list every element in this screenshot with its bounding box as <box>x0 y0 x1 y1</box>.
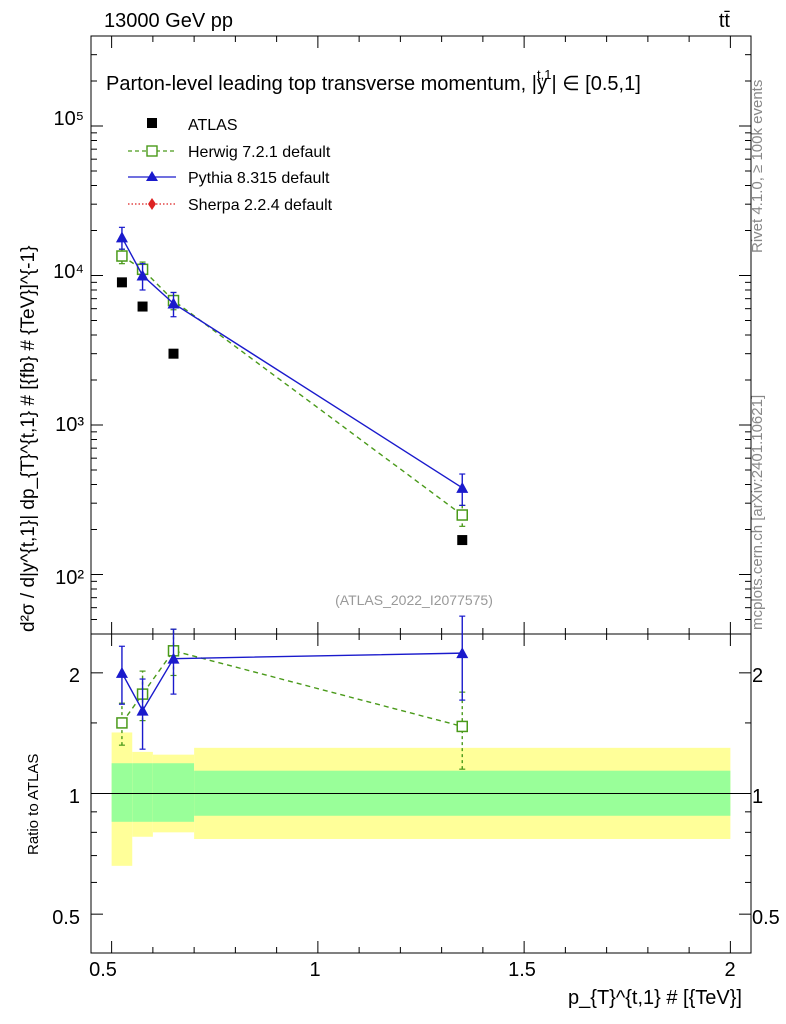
x-tick-label-1: 1 <box>309 959 320 981</box>
legend-sherpa-label: Sherpa 2.2.4 default <box>188 197 333 214</box>
ratio-y-tick-labels-left: 0.5 1 2 <box>52 665 80 929</box>
ratio-band-inner <box>152 763 195 822</box>
legend-entry-herwig: Herwig 7.2.1 default <box>128 144 331 161</box>
y-tick-label-10000: 10⁴ <box>53 261 84 283</box>
ratio-y-tick-label-right-2: 2 <box>752 665 763 687</box>
x-tick-labels: 0.5 1 1.5 2 <box>89 959 735 981</box>
x-axis-title: p_{T}^{t,1} # [{TeV}] <box>568 987 742 1009</box>
y-tick-label-100: 10² <box>55 567 84 589</box>
ratio-y-tick-label-right-0.5: 0.5 <box>752 907 780 929</box>
pythia-ratio-line <box>121 652 463 713</box>
legend-herwig-marker <box>146 145 158 157</box>
legend-entry-pythia: Pythia 8.315 default <box>128 170 330 187</box>
herwig-point <box>116 250 128 262</box>
legend: ATLAS Herwig 7.2.1 default Pythia 8.315 … <box>128 117 333 214</box>
legend-atlas-label: ATLAS <box>188 117 238 134</box>
pythia-point <box>136 269 149 281</box>
plot-title-tail: | ∈ [0.5,1] <box>551 73 640 95</box>
y-tick-label-100000: 10⁵ <box>53 108 84 130</box>
pythia-ratio-point <box>136 704 149 716</box>
atlas-point <box>116 277 127 288</box>
x-tick-label-2: 2 <box>724 959 735 981</box>
ratio-band-inner <box>132 763 153 822</box>
legend-entry-atlas: ATLAS <box>147 117 238 134</box>
x-tick-label-0.5: 0.5 <box>89 959 117 981</box>
atlas-point <box>168 348 179 359</box>
atlas-point <box>137 301 148 312</box>
pythia-ratio-point <box>115 666 128 678</box>
ratio-y-tick-label-0.5: 0.5 <box>52 907 80 929</box>
ratio-y-tick-label-right-1: 1 <box>752 786 763 808</box>
pythia-point <box>115 231 128 243</box>
legend-pythia-marker <box>146 171 158 181</box>
pythia-point <box>167 297 180 309</box>
plot-title: Parton-level leading top transverse mome… <box>106 67 641 95</box>
ratio-y-axis-title: Ratio to ATLAS <box>25 754 42 855</box>
pythia-line <box>121 237 463 489</box>
atlas-point <box>457 535 468 546</box>
x-tick-label-1.5: 1.5 <box>508 959 536 981</box>
ratio-y-tick-label-1: 1 <box>69 786 80 808</box>
y-tick-label-1000: 10³ <box>55 414 84 436</box>
legend-atlas-marker <box>147 118 157 128</box>
plot-title-var: y <box>537 73 547 95</box>
y-axis-title: d²σ / d|y^{t,1}| dp_{T}^{t,1} # [{fb} # … <box>18 246 39 632</box>
process-label: tt̄ <box>719 10 731 32</box>
ratio-plot-marks <box>115 615 469 770</box>
herwig-ratio-point <box>456 720 468 733</box>
main-plot-marks <box>115 226 469 546</box>
ratio-band-inner <box>111 763 133 822</box>
ratio-y-tick-label-2: 2 <box>69 665 80 687</box>
ratio-y-tick-labels-right: 0.5 1 2 <box>752 665 780 929</box>
mcplots-label: mcplots.cern.ch [arXiv:2401.10621] <box>749 395 766 630</box>
ratio-uncertainty-bands <box>91 732 751 866</box>
energy-label: 13000 GeV pp <box>104 10 233 32</box>
main-y-tick-labels: 10² 10³ 10⁴ 10⁵ <box>53 108 84 589</box>
pythia-ratio-point <box>456 647 469 659</box>
analysis-id: (ATLAS_2022_I2077575) <box>335 592 493 608</box>
herwig-ratio-line <box>121 650 463 728</box>
pythia-ratio-point <box>167 652 180 664</box>
herwig-point <box>456 509 468 521</box>
legend-pythia-label: Pythia 8.315 default <box>188 170 330 187</box>
herwig-ratio-point <box>116 717 128 729</box>
pythia-point <box>456 481 469 493</box>
herwig-line <box>121 255 463 516</box>
plot-title-sup: t,1 <box>537 67 551 82</box>
plot-title-main: Parton-level leading top transverse mome… <box>106 73 537 95</box>
legend-entry-sherpa: Sherpa 2.2.4 default <box>128 197 333 214</box>
rivet-version-label: Rivet 4.1.0, ≥ 100k events <box>749 80 766 253</box>
legend-sherpa-marker <box>148 198 156 210</box>
axis-ticks <box>91 35 751 953</box>
legend-herwig-label: Herwig 7.2.1 default <box>188 144 331 161</box>
